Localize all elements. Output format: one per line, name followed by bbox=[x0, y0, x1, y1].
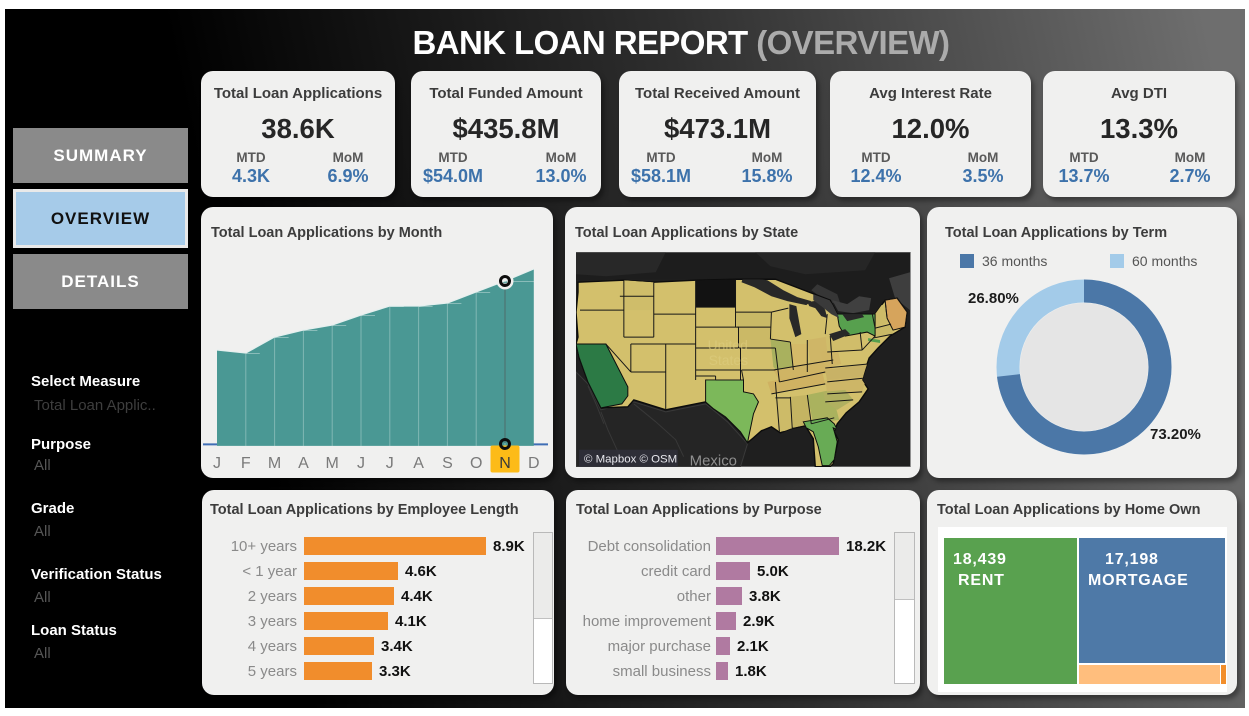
svg-text:D: D bbox=[528, 455, 540, 472]
svg-text:A: A bbox=[413, 455, 424, 472]
svg-text:Mexico: Mexico bbox=[690, 453, 737, 467]
svg-text:F: F bbox=[241, 455, 251, 472]
svg-text:States: States bbox=[709, 352, 749, 368]
svg-text:A: A bbox=[298, 455, 309, 472]
svg-text:M: M bbox=[268, 455, 281, 472]
svg-text:J: J bbox=[386, 455, 394, 472]
svg-text:© Mapbox © OSM: © Mapbox © OSM bbox=[584, 454, 677, 466]
svg-text:United: United bbox=[708, 337, 748, 353]
svg-text:O: O bbox=[470, 455, 482, 472]
svg-text:S: S bbox=[442, 455, 453, 472]
svg-text:J: J bbox=[357, 455, 365, 472]
svg-text:N: N bbox=[499, 455, 511, 472]
svg-text:M: M bbox=[326, 455, 339, 472]
svg-text:J: J bbox=[213, 455, 221, 472]
